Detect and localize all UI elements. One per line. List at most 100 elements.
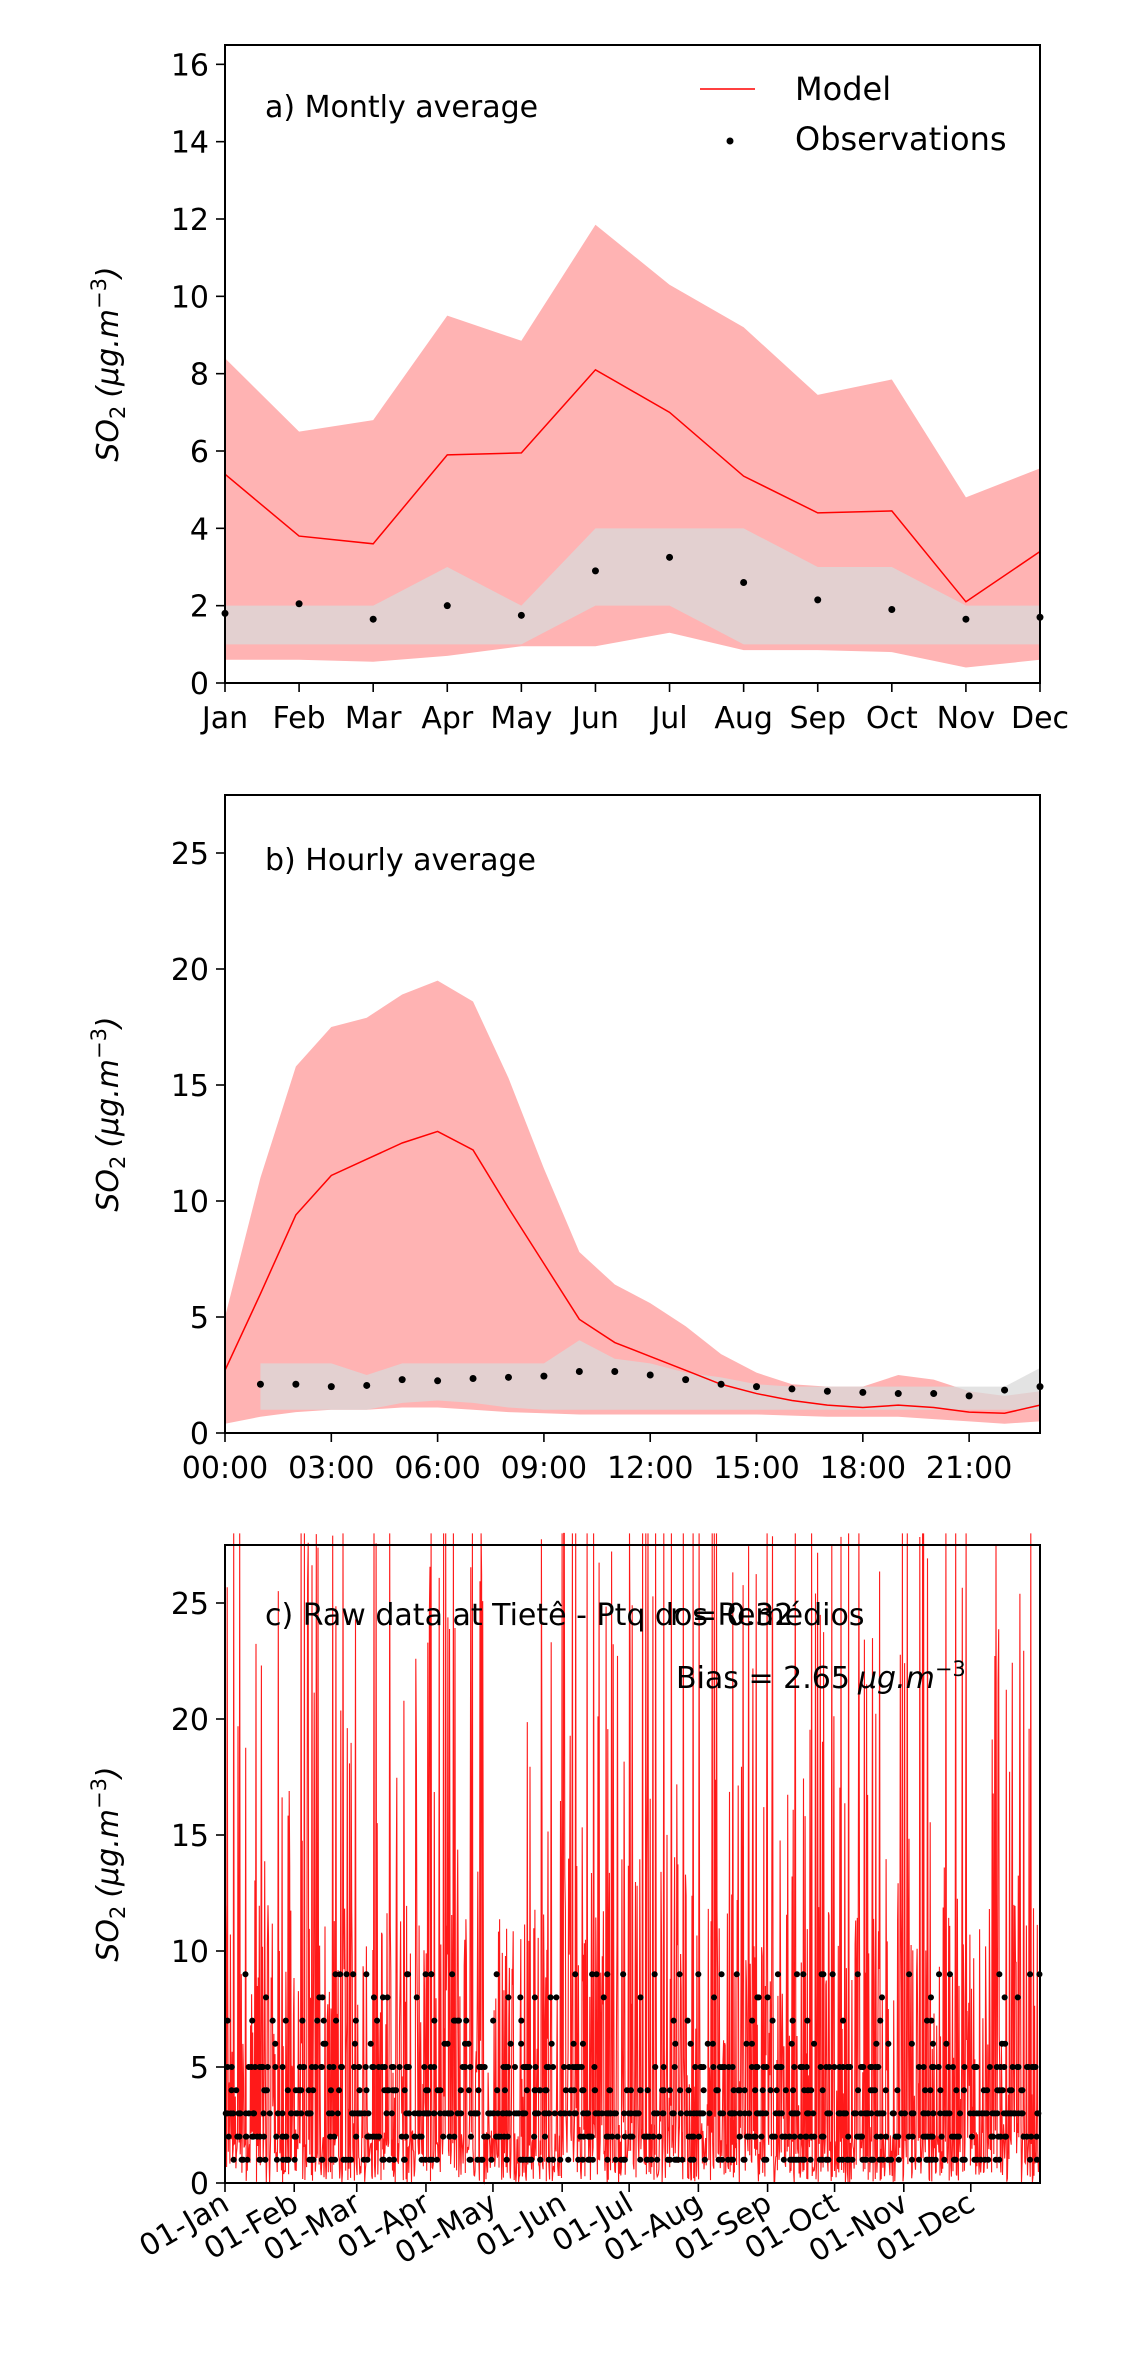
- observation-point: [1001, 1386, 1009, 1394]
- panel-b-frame: [224, 794, 1041, 1434]
- panel-b-ytick-label-4: 20: [171, 953, 209, 988]
- observation-point: [327, 1383, 335, 1391]
- panel-a-xtick-label-6: Jul: [649, 701, 687, 736]
- panel-a-xtick-label-11: Dec: [1011, 701, 1069, 736]
- panel-a-ytick-label-5: 10: [171, 280, 209, 315]
- panel-b-ylabel: SO2(μg.m−3): [87, 1016, 130, 1211]
- model-raw-trace: [224, 1532, 1041, 2185]
- model-range-band: [225, 224, 1040, 668]
- observation-point: [369, 615, 377, 623]
- observation-point: [611, 1368, 619, 1376]
- panel-a-xtick-label-1: Feb: [273, 701, 326, 736]
- observation-point: [894, 1390, 902, 1398]
- bias-unit: μg.m: [857, 1661, 935, 1696]
- panel-a-title: a) Montly average: [265, 90, 538, 125]
- model-line: [224, 1130, 1041, 1415]
- panel-b-ytick-label-0: 0: [190, 1417, 209, 1452]
- observation-point: [363, 1381, 371, 1389]
- observation-point: [646, 1371, 654, 1379]
- panel-c-title: c) Raw data at Tietê - Ptq dos Remédios: [265, 1598, 864, 1633]
- observation-point: [962, 615, 970, 623]
- panel-b-plot-area: [224, 980, 1044, 1424]
- observation-point: [682, 1376, 690, 1384]
- panel-a-ytick-label-8: 16: [171, 48, 209, 83]
- panel-a-ytick-label-4: 8: [190, 358, 209, 393]
- observation-point: [888, 606, 896, 614]
- bias-value: Bias = 2.65: [676, 1661, 850, 1696]
- panel-a-ytick-label-3: 6: [190, 435, 209, 470]
- observation-point: [788, 1385, 796, 1393]
- panel-c-ytick-label-5: 25: [171, 1587, 209, 1622]
- observation-point: [295, 600, 303, 608]
- panel-b-xtick-label-6: 18:00: [820, 1451, 906, 1486]
- panel-a-ytick-label-1: 2: [190, 590, 209, 625]
- panel-b-xtick-label-0: 00:00: [182, 1451, 268, 1486]
- observation-point: [292, 1380, 300, 1388]
- observation-point: [434, 1377, 442, 1385]
- bias-unit-exponent: −3: [935, 1657, 966, 1681]
- panel-b-title: b) Hourly average: [265, 843, 536, 878]
- observation-point: [504, 1373, 512, 1381]
- observation-point: [753, 1383, 761, 1391]
- legend-observations-label: Observations: [795, 120, 1007, 158]
- panel-a-ytick-label-0: 0: [190, 667, 209, 702]
- observation-point: [256, 1380, 264, 1388]
- panel-a-xtick-label-8: Sep: [789, 701, 846, 736]
- panel-c-plot-area: [222, 1532, 1043, 2185]
- panel-c-ytick-label-1: 5: [190, 2051, 209, 2086]
- observation-point: [443, 602, 451, 610]
- panel-c-ytick-label-0: 0: [190, 2167, 209, 2202]
- observation-point: [717, 1380, 725, 1388]
- panel-a-xtick-label-3: Apr: [421, 701, 474, 736]
- panel-c-ylabel: SO2(μg.m−3): [87, 1766, 130, 1961]
- panel-raw-data: c) Raw data at Tietê - Ptq dos Remédios …: [87, 1532, 1043, 2271]
- model-line: [224, 368, 1041, 603]
- observation-point: [666, 553, 674, 561]
- panel-hourly-average: b) Hourly average 0 5 10 15 20 25 00:00 03:00 06…: [87, 794, 1044, 1486]
- panel-a-ytick-label-7: 14: [171, 126, 209, 161]
- panel-a-ytick-label-2: 4: [190, 512, 209, 547]
- model-range-band: [225, 980, 1040, 1424]
- legend-model-label: Model: [795, 70, 891, 108]
- panel-a-xtick-label-5: Jun: [570, 701, 619, 736]
- observation-raw-points: [222, 1971, 1043, 2163]
- panel-a-xtick-label-0: Jan: [200, 701, 248, 736]
- panel-c-ytick-label-4: 20: [171, 1703, 209, 1738]
- observation-point: [740, 578, 748, 586]
- panel-c-frame: [224, 1544, 1041, 2184]
- observation-point: [591, 567, 599, 575]
- panel-b-xtick-label-1: 03:00: [288, 1451, 374, 1486]
- panel-a-xtick-label-10: Nov: [937, 701, 996, 736]
- panel-b-ytick-label-2: 10: [171, 1185, 209, 1220]
- panel-b-ytick-label-1: 5: [190, 1301, 209, 1336]
- observation-point: [575, 1368, 583, 1376]
- observation-point: [965, 1392, 973, 1400]
- panel-b-xtick-label-5: 15:00: [713, 1451, 799, 1486]
- observation-range-band: [225, 528, 1040, 645]
- panel-a-plot-area: [221, 224, 1044, 668]
- panel-b-xtick-label-4: 12:00: [607, 1451, 693, 1486]
- correlation-label: r = 0.32: [670, 1598, 793, 1633]
- observation-point: [823, 1387, 831, 1395]
- observation-point: [517, 611, 525, 619]
- panel-b-ytick-label-5: 25: [171, 837, 209, 872]
- panel-a-xtick-label-2: Mar: [345, 701, 402, 736]
- panel-a-xtick-label-7: Aug: [714, 701, 773, 736]
- observation-point: [540, 1372, 548, 1380]
- panel-c-ytick-label-3: 15: [171, 1819, 209, 1854]
- observation-point: [859, 1388, 867, 1396]
- panel-a-xtick-label-4: May: [490, 701, 552, 736]
- bias-label: Bias = 2.65 μg.m−3: [676, 1657, 966, 1696]
- legend-observations-marker: [726, 137, 734, 145]
- panel-monthly-average: a) Montly average Model Observations 0 2 4…: [87, 44, 1069, 736]
- legend: Model Observations: [700, 70, 1007, 158]
- panel-b-ytick-label-3: 15: [171, 1069, 209, 1104]
- panel-c-ytick-label-2: 10: [171, 1935, 209, 1970]
- panel-a-frame: [224, 44, 1041, 684]
- panel-b-xtick-label-3: 09:00: [501, 1451, 587, 1486]
- observation-point: [398, 1376, 406, 1384]
- observation-point: [814, 596, 822, 604]
- panel-a-ylabel: SO2(μg.m−3): [87, 266, 130, 461]
- panel-b-xtick-label-7: 21:00: [926, 1451, 1012, 1486]
